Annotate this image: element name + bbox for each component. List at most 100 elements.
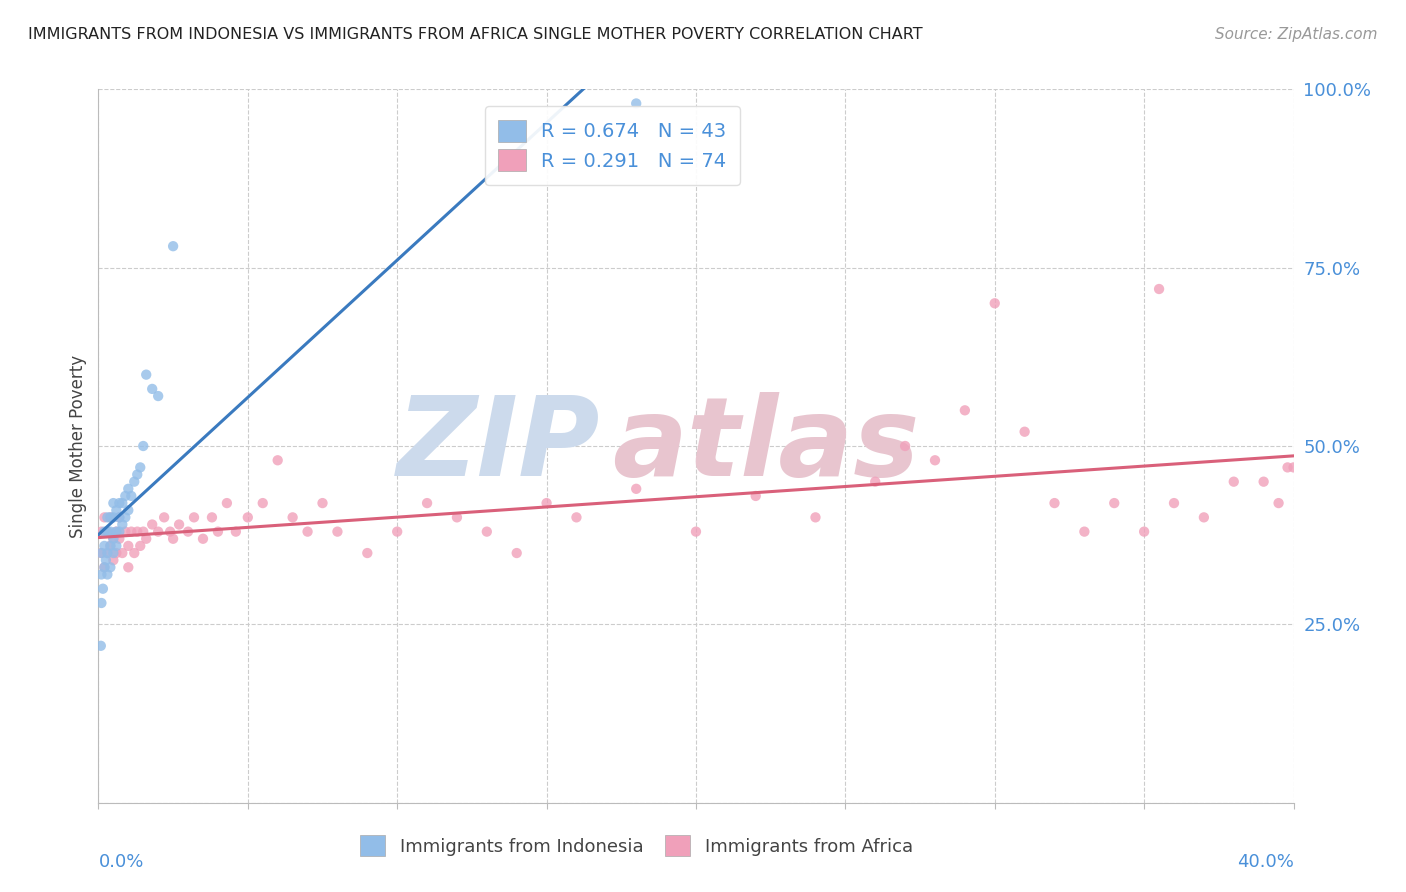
Point xyxy=(1133,524,1156,539)
Point xyxy=(96,524,118,539)
Point xyxy=(135,532,157,546)
Point xyxy=(141,382,163,396)
Point xyxy=(93,539,115,553)
Point xyxy=(124,546,146,560)
Text: IMMIGRANTS FROM INDONESIA VS IMMIGRANTS FROM AFRICA SINGLE MOTHER POVERTY CORREL: IMMIGRANTS FROM INDONESIA VS IMMIGRANTS … xyxy=(28,27,922,42)
Point xyxy=(96,510,118,524)
Point xyxy=(111,546,134,560)
Point xyxy=(804,510,827,524)
Point xyxy=(1043,496,1066,510)
Point xyxy=(90,524,112,539)
Point xyxy=(120,489,142,503)
Legend: Immigrants from Indonesia, Immigrants from Africa: Immigrants from Indonesia, Immigrants fr… xyxy=(350,826,922,865)
Point xyxy=(148,389,170,403)
Point xyxy=(162,239,184,253)
Point xyxy=(96,546,118,560)
Point xyxy=(326,524,349,539)
Point xyxy=(117,503,139,517)
Point xyxy=(105,546,128,560)
Point xyxy=(1014,425,1036,439)
Point xyxy=(416,496,439,510)
Point xyxy=(127,524,149,539)
Point xyxy=(1277,460,1299,475)
Point xyxy=(385,524,409,539)
Point xyxy=(624,482,647,496)
Point xyxy=(114,524,136,539)
Point xyxy=(297,524,319,539)
Text: 0.0%: 0.0% xyxy=(98,853,143,871)
Point xyxy=(624,96,647,111)
Point xyxy=(1073,524,1095,539)
Point xyxy=(167,517,190,532)
Point xyxy=(475,524,498,539)
Point xyxy=(1223,475,1246,489)
Point xyxy=(207,524,229,539)
Point xyxy=(1267,496,1289,510)
Text: 40.0%: 40.0% xyxy=(1237,853,1294,871)
Point xyxy=(924,453,946,467)
Point xyxy=(894,439,917,453)
Point xyxy=(111,517,134,532)
Point xyxy=(90,546,112,560)
Point xyxy=(103,553,125,567)
Point xyxy=(90,596,112,610)
Point xyxy=(105,524,128,539)
Point xyxy=(745,489,768,503)
Point xyxy=(98,539,122,553)
Point xyxy=(1282,460,1305,475)
Point xyxy=(252,496,274,510)
Point xyxy=(98,524,122,539)
Point xyxy=(124,475,146,489)
Point xyxy=(98,510,122,524)
Point xyxy=(148,524,170,539)
Y-axis label: Single Mother Poverty: Single Mother Poverty xyxy=(69,354,87,538)
Point xyxy=(281,510,304,524)
Point xyxy=(132,439,155,453)
Point xyxy=(103,532,125,546)
Point xyxy=(536,496,558,510)
Point xyxy=(117,539,139,553)
Point xyxy=(983,296,1005,310)
Point xyxy=(96,524,118,539)
Point xyxy=(132,524,155,539)
Point xyxy=(93,560,115,574)
Point xyxy=(153,510,176,524)
Point xyxy=(565,510,588,524)
Point xyxy=(1192,510,1215,524)
Point xyxy=(1104,496,1126,510)
Point xyxy=(117,482,139,496)
Point xyxy=(94,553,117,567)
Point xyxy=(685,524,707,539)
Point xyxy=(267,453,290,467)
Point xyxy=(96,546,118,560)
Point xyxy=(191,532,214,546)
Text: Source: ZipAtlas.com: Source: ZipAtlas.com xyxy=(1215,27,1378,42)
Point xyxy=(129,460,152,475)
Point xyxy=(446,510,468,524)
Point xyxy=(96,567,118,582)
Point xyxy=(236,510,259,524)
Point xyxy=(90,639,112,653)
Point xyxy=(93,510,115,524)
Point xyxy=(105,503,128,517)
Point xyxy=(117,560,139,574)
Point xyxy=(93,524,115,539)
Point xyxy=(114,489,136,503)
Point xyxy=(108,524,131,539)
Point xyxy=(105,539,128,553)
Point xyxy=(159,524,181,539)
Point xyxy=(127,467,149,482)
Point xyxy=(356,546,378,560)
Point xyxy=(108,496,131,510)
Point xyxy=(108,510,131,524)
Point xyxy=(98,539,122,553)
Point xyxy=(129,539,152,553)
Point xyxy=(98,560,122,574)
Point xyxy=(865,475,887,489)
Point xyxy=(114,510,136,524)
Point xyxy=(103,510,125,524)
Point xyxy=(103,496,125,510)
Point xyxy=(98,510,122,524)
Point xyxy=(93,560,115,574)
Point xyxy=(135,368,157,382)
